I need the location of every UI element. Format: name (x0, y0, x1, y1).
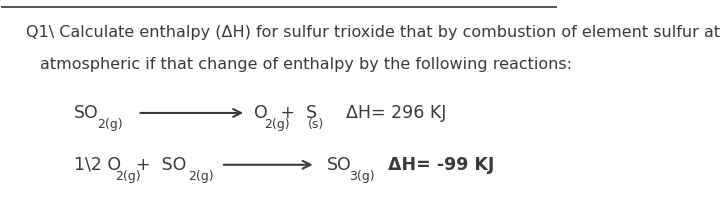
Text: ΔH= -99 KJ: ΔH= -99 KJ (388, 156, 494, 174)
Text: SO: SO (73, 104, 99, 122)
Text: +  SO: + SO (125, 156, 186, 174)
Text: ΔH= 296 KJ: ΔH= 296 KJ (346, 104, 446, 122)
Text: Q1\ Calculate enthalpy (ΔH) for sulfur trioxide that by combustion of element su: Q1\ Calculate enthalpy (ΔH) for sulfur t… (27, 25, 720, 40)
Text: +  S: + S (275, 104, 317, 122)
Text: atmospheric if that change of enthalpy by the following reactions:: atmospheric if that change of enthalpy b… (40, 57, 572, 72)
Text: 2(g): 2(g) (264, 118, 290, 132)
Text: 2(g): 2(g) (97, 118, 122, 132)
Text: 1\2 O: 1\2 O (73, 156, 121, 174)
Text: 3(g): 3(g) (349, 170, 374, 183)
Text: 2(g): 2(g) (114, 170, 140, 183)
Text: O: O (254, 104, 268, 122)
Text: (s): (s) (308, 118, 325, 132)
Text: 2(g): 2(g) (188, 170, 214, 183)
Text: SO: SO (327, 156, 351, 174)
